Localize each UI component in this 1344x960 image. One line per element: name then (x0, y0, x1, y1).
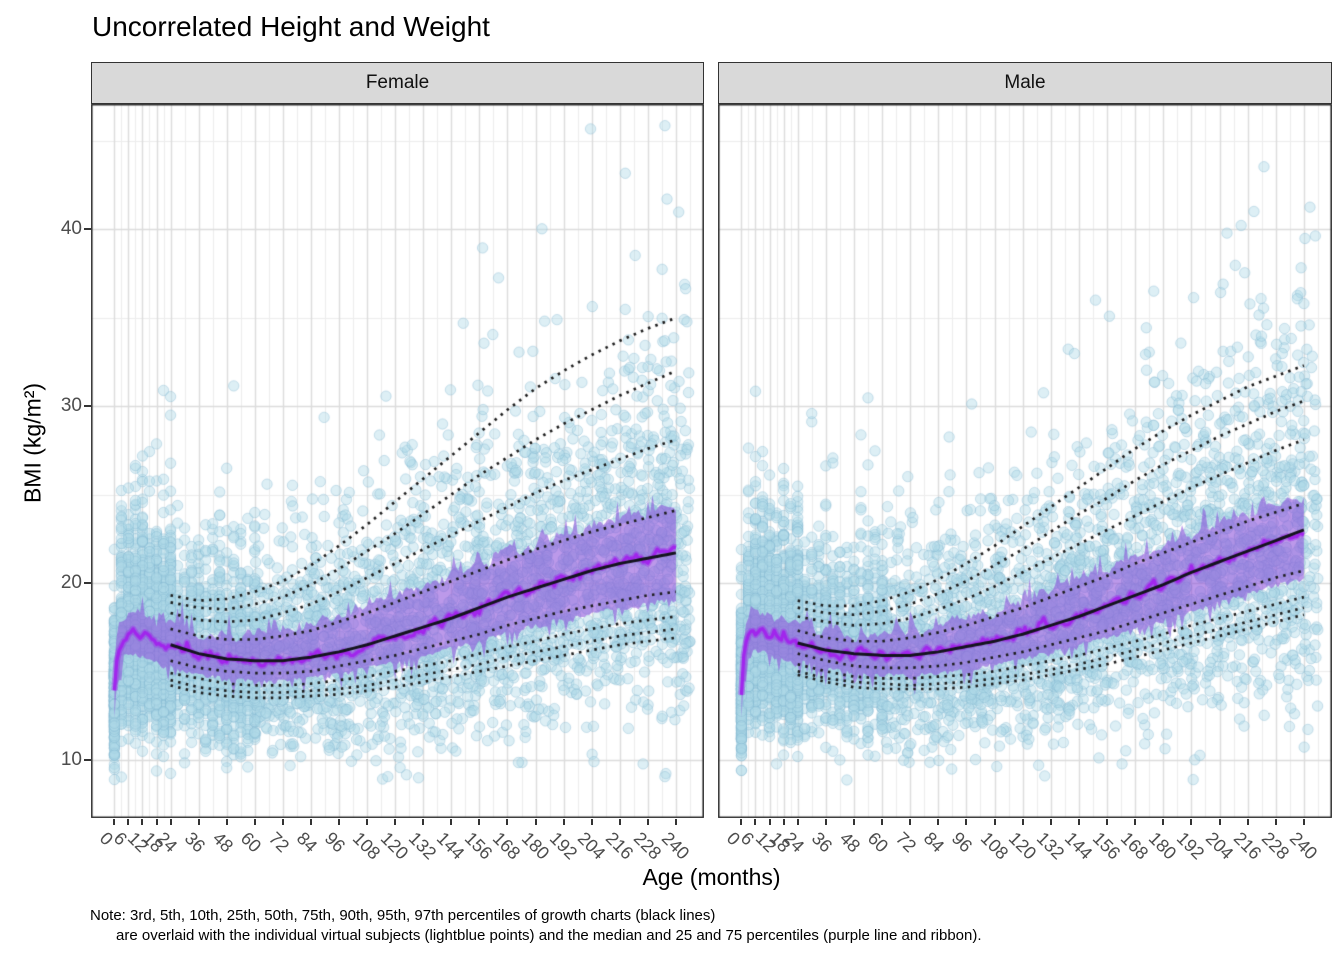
x-tick-mark (478, 819, 481, 825)
x-tick-mark (796, 819, 799, 825)
x-tick-label: 192 (1173, 828, 1209, 864)
x-tick-mark (782, 819, 785, 825)
x-tick-label: 240 (657, 828, 694, 864)
x-tick-mark (169, 819, 172, 825)
y-tick-mark (84, 581, 91, 584)
x-tick-mark (993, 819, 996, 825)
y-tick-label: 40 (60, 218, 82, 240)
x-tick-label: 240 (1285, 828, 1322, 864)
panel-canvas-female (91, 104, 704, 818)
x-tick-label: 96 (948, 828, 977, 857)
x-tick-mark (754, 819, 757, 825)
page-title: Uncorrelated Height and Weight (92, 11, 490, 42)
x-tick-label: 168 (489, 828, 525, 864)
x-tick-mark (562, 819, 565, 825)
note: Note: 3rd, 5th, 10th, 25th, 50th, 75th, … (90, 906, 982, 946)
x-axis-title: Age (months) (642, 864, 781, 890)
y-tick-mark (84, 228, 91, 231)
x-tick-mark (450, 819, 453, 825)
y-tick-label: 10 (60, 748, 82, 770)
x-tick-label: 36 (180, 828, 209, 857)
x-tick-mark (590, 819, 593, 825)
x-tick-mark (1134, 819, 1137, 825)
facet-strip-male: Male (718, 62, 1332, 104)
x-tick-mark (646, 819, 649, 825)
x-tick-label: 48 (835, 828, 865, 857)
x-tick-label: 60 (236, 828, 265, 857)
x-tick-label: 84 (920, 828, 949, 857)
x-tick-mark (225, 819, 228, 825)
x-tick-mark (674, 819, 677, 825)
facet-strip-label-female: Female (365, 72, 430, 93)
x-tick-mark (338, 819, 340, 825)
x-tick-label: 48 (208, 828, 237, 857)
y-tick-mark (84, 758, 91, 761)
x-tick-mark (1049, 819, 1052, 825)
x-tick-mark (937, 819, 940, 825)
facet-strip-female: Female (91, 62, 704, 104)
x-tick-label: 84 (292, 828, 322, 857)
x-tick-label: 204 (1201, 828, 1237, 864)
y-tick-label: 30 (60, 395, 82, 417)
note-line-1: Note: 3rd, 5th, 10th, 25th, 50th, 75th, … (90, 907, 716, 924)
x-tick-mark (852, 819, 855, 825)
panel-canvas-male (718, 104, 1332, 818)
x-tick-mark (366, 819, 369, 825)
x-tick-mark (881, 819, 884, 825)
y-tick-label: 20 (60, 571, 82, 593)
y-tick-mark (84, 405, 91, 408)
note-line-2: are overlaid with the individual virtual… (116, 927, 982, 944)
x-tick-mark (309, 819, 312, 825)
x-tick-label: 96 (320, 828, 350, 857)
panel-male (718, 104, 1332, 818)
x-tick-label: 36 (807, 828, 836, 857)
x-tick-mark (534, 819, 537, 825)
x-tick-mark (197, 819, 200, 825)
x-tick-label: 72 (892, 828, 921, 857)
x-tick-mark (768, 819, 771, 825)
x-tick-mark (394, 819, 397, 825)
x-tick-mark (1106, 819, 1109, 825)
x-tick-label: 72 (264, 828, 294, 857)
x-tick-mark (1218, 819, 1221, 825)
y-axis-title: BMI (kg/m²) (19, 382, 46, 504)
x-tick-mark (1190, 819, 1193, 825)
x-tick-mark (253, 819, 256, 825)
x-tick-mark (422, 819, 425, 825)
x-tick-mark (1021, 819, 1024, 825)
x-tick-mark (1302, 819, 1305, 825)
x-tick-mark (1246, 819, 1249, 825)
x-tick-mark (965, 819, 968, 825)
x-tick-mark (506, 819, 509, 825)
x-tick-label: 60 (863, 828, 893, 857)
x-tick-mark (155, 819, 158, 825)
x-tick-mark (1077, 819, 1080, 825)
x-tick-mark (909, 819, 912, 825)
x-tick-mark (141, 819, 144, 825)
facet-strip-label-male: Male (1004, 72, 1046, 93)
x-tick-mark (1162, 819, 1165, 825)
x-tick-mark (618, 819, 621, 825)
x-tick-mark (824, 819, 827, 825)
panel-female (91, 104, 704, 818)
x-tick-mark (127, 819, 130, 825)
x-tick-mark (740, 819, 743, 825)
x-tick-mark (1274, 819, 1277, 825)
x-tick-mark (281, 819, 284, 825)
x-tick-mark (113, 819, 116, 825)
